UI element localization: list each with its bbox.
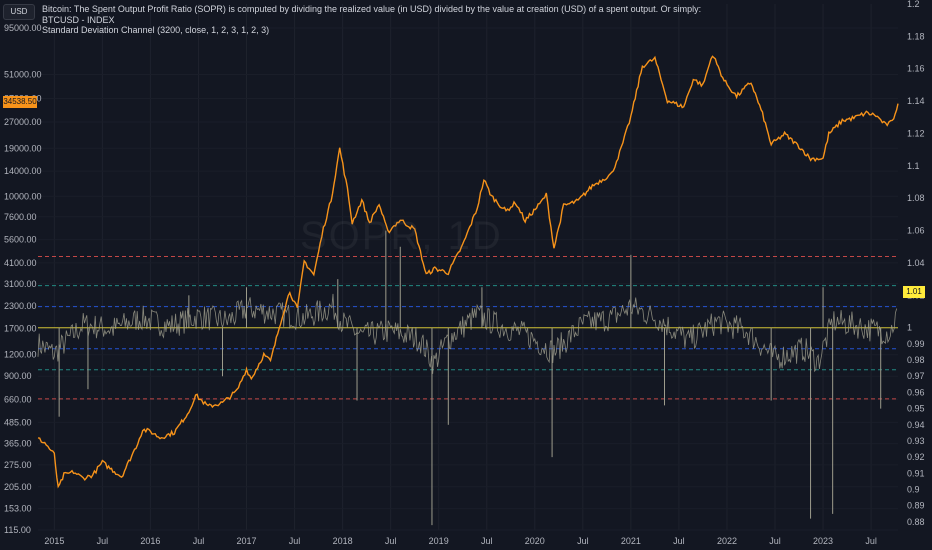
- x-tick-label: 2023: [813, 536, 833, 546]
- left-tick-label: 10000.00: [4, 191, 42, 201]
- x-tick-label: 2015: [44, 536, 64, 546]
- std-dev-channel: [38, 255, 898, 400]
- x-tick-label: 2020: [525, 536, 545, 546]
- left-tick-label: 115.00: [4, 525, 31, 535]
- right-tick-label: 0.89: [907, 501, 925, 511]
- left-tick-label: 19000.00: [4, 143, 42, 153]
- left-tick-label: 485.00: [4, 417, 32, 427]
- chart-grid: [38, 4, 898, 531]
- left-tick-label: 153.00: [4, 504, 32, 514]
- x-tick-label: Jul: [289, 536, 301, 546]
- x-tick-label: 2018: [333, 536, 353, 546]
- x-tick-label: Jul: [97, 536, 109, 546]
- right-tick-label: 0.94: [907, 420, 925, 430]
- left-tick-label: 2300.00: [4, 301, 37, 311]
- sopr-series: [37, 230, 898, 526]
- x-tick-label: Jul: [481, 536, 493, 546]
- right-tick-label: 1.14: [907, 96, 925, 106]
- right-tick-label: 0.99: [907, 339, 925, 349]
- x-tick-label: Jul: [577, 536, 589, 546]
- left-tick-label: 4100.00: [4, 258, 37, 268]
- x-tick-label: 2017: [236, 536, 256, 546]
- right-tick-label: 1.16: [907, 64, 925, 74]
- axes: 2015 Jul 2016 Jul 2017 Jul 2018 Jul 2019 Jul 2020 J…: [4, 0, 925, 546]
- right-tick-label: 1.06: [907, 226, 925, 236]
- right-tick-label: 1.1: [907, 161, 920, 171]
- right-tick-label: 0.98: [907, 355, 925, 365]
- left-tick-label: 3100.00: [4, 279, 37, 289]
- btc-price-badge: 34538.50: [3, 96, 37, 108]
- right-tick-label: 0.97: [907, 371, 925, 381]
- x-tick-label: 2021: [621, 536, 641, 546]
- btc-price-line: [37, 55, 899, 489]
- x-tick-label: 2019: [429, 536, 449, 546]
- left-tick-label: 1200.00: [4, 350, 37, 360]
- x-tick-label: Jul: [865, 536, 877, 546]
- x-tick-label: Jul: [385, 536, 397, 546]
- right-tick-label: 0.92: [907, 452, 925, 462]
- left-tick-label: 95000.00: [4, 23, 42, 33]
- sopr-value-badge: 1.01: [903, 286, 925, 298]
- left-tick-label: 205.00: [4, 482, 32, 492]
- right-tick-label: 0.9: [907, 485, 920, 495]
- x-tick-label: 2022: [717, 536, 737, 546]
- right-tick-label: 0.95: [907, 404, 925, 414]
- sopr-line: [37, 293, 898, 374]
- currency-button[interactable]: USD: [3, 4, 35, 20]
- x-tick-label: Jul: [769, 536, 781, 546]
- left-tick-label: 51000.00: [4, 69, 42, 79]
- left-tick-label: 7600.00: [4, 212, 37, 222]
- right-tick-label: 1.18: [907, 31, 925, 41]
- right-tick-label: 1.12: [907, 128, 925, 138]
- left-tick-label: 5600.00: [4, 235, 37, 245]
- left-tick-label: 900.00: [4, 371, 32, 381]
- left-tick-label: 365.00: [4, 439, 32, 449]
- right-tick-label: 1: [907, 323, 912, 333]
- right-tick-label: 1.04: [907, 258, 925, 268]
- right-tick-label: 0.91: [907, 468, 925, 478]
- left-tick-label: 1700.00: [4, 324, 37, 334]
- x-tick-label: Jul: [193, 536, 205, 546]
- left-tick-label: 14000.00: [4, 166, 42, 176]
- x-tick-label: 2016: [140, 536, 160, 546]
- right-tick-label: 1.08: [907, 193, 925, 203]
- right-tick-label: 0.88: [907, 517, 925, 527]
- right-tick-label: 0.93: [907, 436, 925, 446]
- right-tick-label: 1.2: [907, 0, 920, 9]
- left-tick-label: 660.00: [4, 394, 32, 404]
- right-tick-label: 0.96: [907, 387, 925, 397]
- btc-series: [37, 55, 899, 489]
- left-tick-label: 275.00: [4, 460, 32, 470]
- x-tick-label: Jul: [673, 536, 685, 546]
- left-tick-label: 27000.00: [4, 117, 42, 127]
